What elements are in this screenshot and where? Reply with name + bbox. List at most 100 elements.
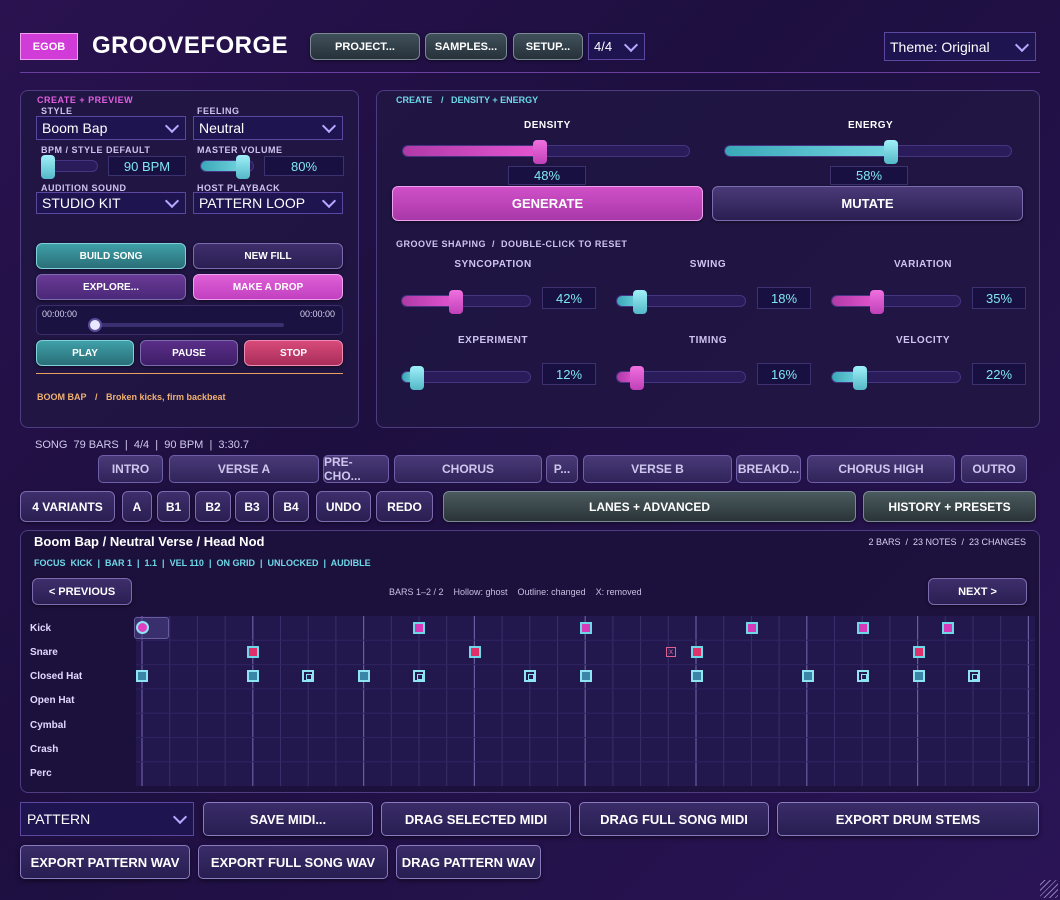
note-hat-hollow[interactable] <box>857 670 869 682</box>
removed-note-marker[interactable]: x <box>666 647 676 657</box>
drag-pattern-wav-button[interactable]: DRAG PATTERN WAV <box>396 845 541 879</box>
note-kick-selected[interactable] <box>136 621 149 634</box>
variant-b4-button[interactable]: B4 <box>273 491 309 522</box>
playhead-track[interactable] <box>92 323 284 327</box>
lane-label-open-hat[interactable]: Open Hat <box>30 695 75 706</box>
note-hat[interactable] <box>247 670 259 682</box>
density-value[interactable]: 48% <box>508 166 586 185</box>
make-drop-button[interactable]: MAKE A DROP <box>193 274 343 300</box>
note-kick[interactable] <box>942 622 954 634</box>
next-button[interactable]: NEXT > <box>928 578 1027 605</box>
note-hat-hollow[interactable] <box>524 670 536 682</box>
build-song-button[interactable]: BUILD SONG <box>36 243 186 269</box>
section-button[interactable]: P... <box>546 455 578 483</box>
value-experiment[interactable]: 12% <box>542 363 596 385</box>
note-hat-hollow[interactable] <box>302 670 314 682</box>
slider-thumb[interactable] <box>853 366 868 390</box>
note-grid[interactable] <box>136 616 1035 786</box>
note-hat-hollow[interactable] <box>968 670 980 682</box>
slider-syncopation[interactable] <box>401 290 531 314</box>
value-swing[interactable]: 18% <box>757 287 811 309</box>
undo-button[interactable]: UNDO <box>316 491 371 522</box>
slider-velocity[interactable] <box>831 366 961 390</box>
slider-experiment[interactable] <box>401 366 531 390</box>
value-variation[interactable]: 35% <box>972 287 1026 309</box>
lane-label-kick[interactable]: Kick <box>30 623 52 634</box>
slider-thumb[interactable] <box>448 290 463 314</box>
value-velocity[interactable]: 22% <box>972 363 1026 385</box>
lane-label-closed-hat[interactable]: Closed Hat <box>30 671 83 682</box>
history-presets-button[interactable]: HISTORY + PRESETS <box>863 491 1036 522</box>
bpm-slider[interactable] <box>41 155 98 179</box>
slider-thumb[interactable] <box>869 290 884 314</box>
variant-a-button[interactable]: A <box>122 491 152 522</box>
slider-timing[interactable] <box>616 366 746 390</box>
section-button[interactable]: CHORUS <box>394 455 542 483</box>
lane-label-snare[interactable]: Snare <box>30 647 58 658</box>
note-hat[interactable] <box>358 670 370 682</box>
lane-label-cymbal[interactable]: Cymbal <box>30 720 67 731</box>
explore-button[interactable]: EXPLORE... <box>36 274 186 300</box>
variant-b1-button[interactable]: B1 <box>157 491 190 522</box>
new-fill-button[interactable]: NEW FILL <box>193 243 343 269</box>
note-kick[interactable] <box>746 622 758 634</box>
note-hat-hollow[interactable] <box>413 670 425 682</box>
drag-full-song-midi-button[interactable]: DRAG FULL SONG MIDI <box>579 802 769 836</box>
slider-thumb[interactable] <box>235 155 250 179</box>
export-mode-select[interactable]: PATTERN <box>20 802 194 836</box>
section-button[interactable]: BREAKD... <box>736 455 801 483</box>
project-button[interactable]: PROJECT... <box>310 33 420 60</box>
slider-thumb[interactable] <box>883 140 898 164</box>
samples-button[interactable]: SAMPLES... <box>425 33 507 60</box>
slider-swing[interactable] <box>616 290 746 314</box>
energy-value[interactable]: 58% <box>830 166 908 185</box>
time-signature-select[interactable]: 4/4 <box>588 33 645 60</box>
generate-button[interactable]: GENERATE <box>392 186 703 221</box>
note-hat[interactable] <box>691 670 703 682</box>
drag-selected-midi-button[interactable]: DRAG SELECTED MIDI <box>381 802 571 836</box>
note-hat[interactable] <box>802 670 814 682</box>
master-volume-value[interactable]: 80% <box>264 156 344 176</box>
section-button[interactable]: VERSE B <box>583 455 732 483</box>
density-slider[interactable] <box>402 140 690 164</box>
host-playback-select[interactable]: PATTERN LOOP <box>193 192 343 214</box>
lane-label-crash[interactable]: Crash <box>30 744 59 755</box>
lane-label-perc[interactable]: Perc <box>30 768 52 779</box>
slider-thumb[interactable] <box>533 140 548 164</box>
note-kick[interactable] <box>580 622 592 634</box>
audition-sound-select[interactable]: STUDIO KIT <box>36 192 186 214</box>
slider-thumb[interactable] <box>41 155 56 179</box>
lanes-advanced-button[interactable]: LANES + ADVANCED <box>443 491 856 522</box>
note-hat[interactable] <box>913 670 925 682</box>
value-syncopation[interactable]: 42% <box>542 287 596 309</box>
previous-button[interactable]: < PREVIOUS <box>32 578 132 605</box>
variant-b3-button[interactable]: B3 <box>235 491 269 522</box>
note-snare[interactable] <box>913 646 925 658</box>
export-drum-stems-button[interactable]: EXPORT DRUM STEMS <box>777 802 1039 836</box>
resize-grip-icon[interactable] <box>1040 880 1058 898</box>
style-select[interactable]: Boom Bap <box>36 116 186 140</box>
section-button[interactable]: PRE-CHO... <box>323 455 389 483</box>
variant-b2-button[interactable]: B2 <box>195 491 231 522</box>
export-pattern-wav-button[interactable]: EXPORT PATTERN WAV <box>20 845 190 879</box>
theme-select[interactable]: Theme: Original <box>884 32 1036 61</box>
slider-thumb[interactable] <box>630 366 645 390</box>
section-button[interactable]: VERSE A <box>169 455 319 483</box>
slider-thumb[interactable] <box>410 366 425 390</box>
note-snare[interactable] <box>469 646 481 658</box>
note-kick[interactable] <box>857 622 869 634</box>
variants-button[interactable]: 4 VARIANTS <box>20 491 115 522</box>
section-button[interactable]: OUTRO <box>961 455 1027 483</box>
pause-button[interactable]: PAUSE <box>140 340 238 366</box>
stop-button[interactable]: STOP <box>244 340 343 366</box>
section-button[interactable]: CHORUS HIGH <box>807 455 955 483</box>
export-full-song-wav-button[interactable]: EXPORT FULL SONG WAV <box>198 845 388 879</box>
slider-variation[interactable] <box>831 290 961 314</box>
slider-thumb[interactable] <box>633 290 648 314</box>
section-button[interactable]: INTRO <box>98 455 163 483</box>
note-snare[interactable] <box>247 646 259 658</box>
energy-slider[interactable] <box>724 140 1012 164</box>
mutate-button[interactable]: MUTATE <box>712 186 1023 221</box>
master-volume-slider[interactable] <box>200 155 254 179</box>
feeling-select[interactable]: Neutral <box>193 116 343 140</box>
